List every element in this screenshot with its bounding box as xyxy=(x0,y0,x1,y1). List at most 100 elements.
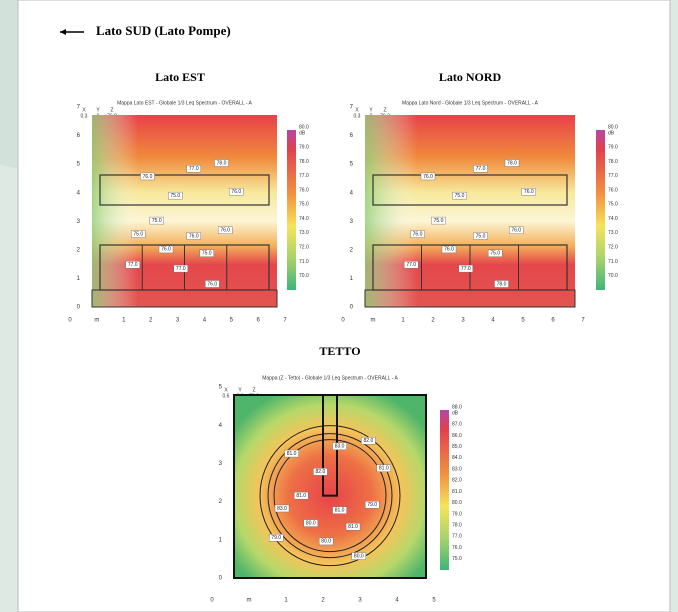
contour-label-box xyxy=(131,230,146,238)
readout-label: Y xyxy=(369,107,373,113)
y-tick-label: 1 xyxy=(77,276,81,282)
colorbar-tick: 70.0 xyxy=(608,273,618,279)
colorbar-tick: 78.0 xyxy=(452,522,462,528)
heatmap xyxy=(234,395,426,578)
colorbar-tick: 75.0 xyxy=(452,556,462,562)
contour-label-box xyxy=(488,249,503,257)
contour-label: 76.0 xyxy=(231,189,241,195)
readout-label: Z xyxy=(110,107,113,113)
contour-label-box xyxy=(365,501,380,509)
colorbar-tick: 87.0 xyxy=(452,422,462,428)
panels: Lato EST Mappa Lato EST - Globale 1/3 Leq… xyxy=(68,70,618,604)
contour-label-box xyxy=(318,537,334,546)
contour-label: 76.0 xyxy=(220,228,230,234)
x-tick-label: 2 xyxy=(321,598,325,604)
contour-label-box xyxy=(458,264,473,273)
map-title: Mappa Lato Nord - Globale 1/3 Leq Spectr… xyxy=(402,100,539,106)
frame xyxy=(233,394,427,579)
readout-label: Z xyxy=(383,107,386,113)
contour-label-box xyxy=(229,188,244,196)
colorbar-tick: 75.0 xyxy=(299,202,309,208)
x-tick-label: 2 xyxy=(149,318,153,324)
map-title: Mappa (Z - Tetto) - Globale 1/3 Leq Spec… xyxy=(262,375,398,381)
contour-label-box xyxy=(521,188,536,196)
colorbar-unit: dB xyxy=(608,130,615,136)
colorbar-tick: 75.0 xyxy=(608,202,618,208)
x-tick-label: 1 xyxy=(284,598,288,604)
contour-label: 78.0 xyxy=(217,160,227,166)
contour-label: 80.0 xyxy=(354,553,364,559)
colorbar-tick: 72.0 xyxy=(299,245,309,251)
x-tick-label: 2 xyxy=(431,318,435,324)
y-tick-label: 4 xyxy=(77,190,81,196)
contour-label: 75.0 xyxy=(455,193,465,199)
colorbar-tick: 80.0 xyxy=(299,124,309,130)
contour-label: 77.0 xyxy=(189,166,199,172)
contour-label-box xyxy=(274,504,290,513)
x-tick-label: 0 xyxy=(68,318,72,324)
contour-label: 81.0 xyxy=(348,524,358,530)
y-tick-label: 0 xyxy=(219,576,223,582)
colorbar-tick: 76.0 xyxy=(299,187,309,193)
contour-label: 75.0 xyxy=(133,231,143,237)
arrow-head xyxy=(60,29,66,35)
colorbar-tick: 72.0 xyxy=(608,245,618,251)
y-tick-label: 6 xyxy=(350,133,354,139)
colorbar-tick: 76.0 xyxy=(608,187,618,193)
contour-label-box xyxy=(186,165,201,173)
contour-label: 78.0 xyxy=(507,160,517,166)
contour-label-box xyxy=(351,552,366,560)
colorbar xyxy=(596,130,605,290)
header-title: Lato SUD (Lato Pompe) xyxy=(96,23,231,38)
contour-label-box xyxy=(473,232,488,240)
contour-label: 76.0 xyxy=(143,174,153,180)
y-tick-label: 4 xyxy=(219,423,223,429)
colorbar-tick: 77.0 xyxy=(299,173,309,179)
x-tick-label: 3 xyxy=(461,318,465,324)
contour-label-box xyxy=(332,442,347,450)
y-tick-label: 5 xyxy=(77,162,81,168)
readout-label: Z xyxy=(252,387,255,393)
colorbar-tick: 79.0 xyxy=(608,145,618,151)
x-tick-label: 0 xyxy=(210,598,214,604)
y-tick-label: 3 xyxy=(77,219,81,225)
contour-label-box xyxy=(420,172,436,181)
contour-label: 79.0 xyxy=(271,535,281,541)
contour-label-box xyxy=(361,437,376,445)
y-tick-label: 6 xyxy=(77,133,81,139)
y-tick-label: 1 xyxy=(350,276,354,282)
contour-label: 80.0 xyxy=(306,520,316,526)
colorbar-tick: 80.0 xyxy=(608,124,618,130)
contour-label-box xyxy=(199,249,214,257)
y-tick-label: 0 xyxy=(350,305,354,311)
colorbar-tick: 86.0 xyxy=(452,433,462,439)
x-tick-label: 4 xyxy=(395,598,399,604)
contour-label: 77.0 xyxy=(476,166,486,172)
colorbar-tick: 70.0 xyxy=(299,273,309,279)
y-tick-label: 2 xyxy=(77,247,81,253)
colorbar-tick: 76.0 xyxy=(452,545,462,551)
contour-label: 82.0 xyxy=(364,438,374,444)
contour-label: 76.0 xyxy=(207,281,217,287)
x-tick-label: 5 xyxy=(521,318,525,324)
x-tick-label: 6 xyxy=(551,318,555,324)
x-tick-label: 3 xyxy=(176,318,180,324)
contour-label-box xyxy=(404,261,419,269)
colorbar-tick: 77.0 xyxy=(608,173,618,179)
contour-label-box xyxy=(294,491,309,500)
x-tick-label: 5 xyxy=(230,318,234,324)
contour-label-box xyxy=(313,468,328,476)
contour-label-box xyxy=(269,534,284,542)
readout-label: Y xyxy=(238,387,242,393)
contour-label-box xyxy=(345,523,361,531)
contour-label: 75.0 xyxy=(202,251,212,257)
y-tick-label: 7 xyxy=(77,105,81,111)
colorbar-tick: 77.0 xyxy=(452,534,462,540)
contour-label: 81.0 xyxy=(379,466,389,472)
contour-label: 78.0 xyxy=(497,281,507,287)
y-tick-label: 2 xyxy=(219,499,223,505)
contour-label: 76.0 xyxy=(524,189,534,195)
readout-label: X xyxy=(224,387,228,393)
contour-label-box xyxy=(431,216,446,225)
